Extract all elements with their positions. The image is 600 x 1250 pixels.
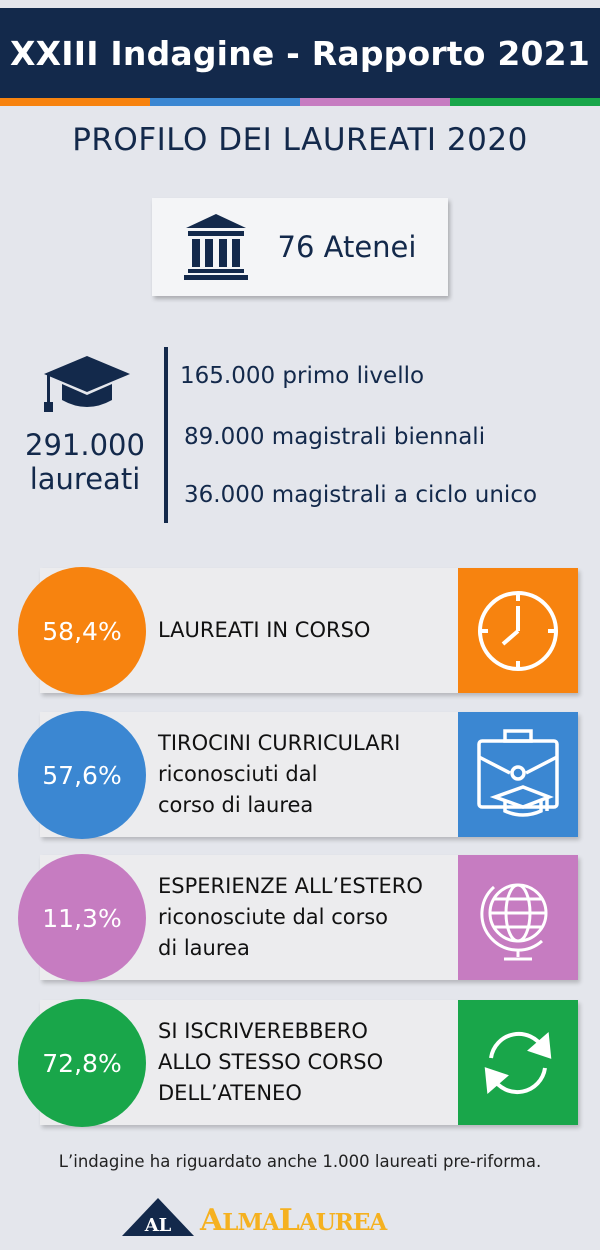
stat-line: SI ISCRIVEREBBERO	[158, 1019, 368, 1043]
stat-line: TIROCINI CURRICULARI	[158, 731, 401, 755]
logo-badge: AL	[122, 1198, 194, 1236]
stat-line: riconosciuti dal	[158, 762, 318, 786]
globe-icon-box	[458, 855, 578, 980]
refresh-arrows-icon-box	[458, 1000, 578, 1125]
stat-percentage: 72,8%	[18, 999, 146, 1127]
divider	[164, 347, 168, 523]
stat-line: LAUREATI IN CORSO	[158, 618, 371, 642]
header-title: XXIII Indagine - Rapporto 2021	[9, 33, 590, 73]
stat-line: ESPERIENZE ALL’ESTERO	[158, 874, 423, 898]
stat-value: 57,6%	[42, 760, 122, 790]
clock-icon-box	[458, 568, 578, 693]
stat-value: 11,3%	[42, 903, 122, 933]
total-number: 291.000	[25, 428, 145, 462]
stat-percentage: 58,4%	[18, 567, 146, 695]
breakdown-item: 165.000 primo livello	[180, 363, 425, 389]
refresh-arrows-icon	[484, 1031, 552, 1094]
stat-line: di laurea	[158, 936, 250, 960]
stat-line: ALLO STESSO CORSO	[158, 1050, 384, 1074]
svg-text:AL: AL	[144, 1215, 172, 1236]
stat-line: DELL’ATENEO	[158, 1081, 302, 1105]
stat-description: ESPERIENZE ALL’ESTERO riconosciute dal co…	[158, 855, 458, 980]
stat-value: 58,4%	[42, 616, 122, 646]
briefcase-graduation-icon-box	[458, 712, 578, 837]
total-laureati: 291.000 laureati	[14, 428, 156, 496]
breakdown-item: 89.000 magistrali biennali	[184, 424, 486, 450]
stat-description: LAUREATI IN CORSO	[158, 568, 458, 693]
atenei-box: 76 Atenei	[152, 198, 448, 296]
total-label: laureati	[29, 462, 141, 496]
atenei-label: 76 Atenei	[277, 230, 417, 264]
briefcase-graduation-icon	[477, 728, 559, 817]
stat-percentage: 57,6%	[18, 711, 146, 839]
footnote: L’indagine ha riguardato anche 1.000 lau…	[58, 1152, 542, 1171]
stat-line: corso di laurea	[158, 793, 314, 817]
breakdown-item: 36.000 magistrali a ciclo unico	[184, 482, 538, 508]
color-stripe	[0, 98, 600, 106]
stat-line: riconosciute dal corso	[158, 905, 389, 929]
globe-icon	[480, 883, 548, 960]
graduation-cap-icon	[44, 356, 130, 412]
almalaurea-logo: AL ALMALAUREA	[122, 1198, 387, 1238]
logo-word: ALMALAUREA	[200, 1203, 387, 1238]
header-banner: XXIII Indagine - Rapporto 2021	[0, 8, 600, 98]
stat-description: SI ISCRIVEREBBERO ALLO STESSO CORSO DELL’A…	[158, 1000, 458, 1125]
stat-description: TIROCINI CURRICULARI riconosciuti dal cors…	[158, 712, 458, 837]
clock-icon	[478, 590, 558, 671]
university-building-icon	[183, 214, 248, 280]
page-subtitle: PROFILO DEI LAUREATI 2020	[72, 122, 528, 158]
stat-percentage: 11,3%	[18, 854, 146, 982]
stat-value: 72,8%	[42, 1048, 122, 1078]
